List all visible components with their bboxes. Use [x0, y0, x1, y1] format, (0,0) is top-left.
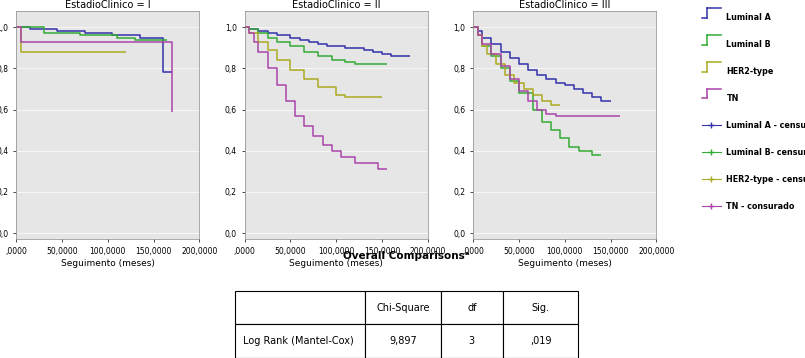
X-axis label: Seguimento (meses): Seguimento (meses) — [289, 258, 383, 268]
FancyBboxPatch shape — [503, 291, 578, 324]
FancyBboxPatch shape — [365, 324, 441, 358]
Title: Survival Functions
EstadioClinico = III: Survival Functions EstadioClinico = III — [519, 0, 610, 10]
Text: Overall Comparisonsᵃ: Overall Comparisonsᵃ — [343, 251, 470, 261]
FancyBboxPatch shape — [365, 291, 441, 324]
Text: Luminal B: Luminal B — [726, 40, 771, 49]
FancyBboxPatch shape — [441, 324, 503, 358]
Text: TN - consurado: TN - consurado — [726, 202, 795, 211]
Text: Sig.: Sig. — [531, 303, 550, 313]
Text: ,019: ,019 — [530, 336, 551, 346]
Text: 9,897: 9,897 — [389, 336, 417, 346]
Text: Chi-Square: Chi-Square — [377, 303, 430, 313]
Text: TN: TN — [726, 94, 739, 103]
Title: Survival Functions
EstadioClinico = I: Survival Functions EstadioClinico = I — [63, 0, 152, 10]
Text: Luminal A - censura: Luminal A - censura — [726, 121, 805, 130]
Text: HER2-type: HER2-type — [726, 67, 774, 76]
Text: df: df — [467, 303, 477, 313]
Text: Log Rank (Mantel-Cox): Log Rank (Mantel-Cox) — [242, 336, 353, 346]
Text: HER2-type - censura: HER2-type - censura — [726, 175, 805, 184]
FancyBboxPatch shape — [235, 324, 365, 358]
Text: Luminal A: Luminal A — [726, 13, 771, 22]
FancyBboxPatch shape — [441, 291, 503, 324]
FancyBboxPatch shape — [503, 324, 578, 358]
X-axis label: Seguimento (meses): Seguimento (meses) — [518, 258, 612, 268]
FancyBboxPatch shape — [235, 291, 365, 324]
Title: Survival Functions
EstadioClinico = II: Survival Functions EstadioClinico = II — [291, 0, 381, 10]
Text: Luminal B- censura: Luminal B- censura — [726, 148, 805, 157]
X-axis label: Seguimento (meses): Seguimento (meses) — [61, 258, 155, 268]
Text: 3: 3 — [469, 336, 475, 346]
